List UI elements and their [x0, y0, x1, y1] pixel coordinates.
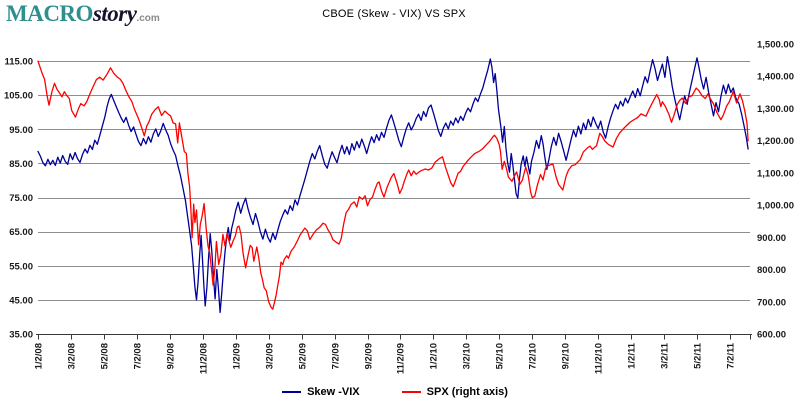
svg-text:95.00: 95.00 — [9, 125, 33, 136]
svg-text:75.00: 75.00 — [9, 193, 33, 204]
svg-text:11/2/09: 11/2/09 — [396, 343, 407, 374]
svg-text:45.00: 45.00 — [9, 295, 33, 306]
legend-item-spx: SPX (right axis) — [401, 386, 508, 398]
legend-label-spx: SPX (right axis) — [426, 386, 508, 398]
svg-text:55.00: 55.00 — [9, 261, 33, 272]
logo-tld-text: .com — [136, 13, 160, 24]
svg-text:5/2/08: 5/2/08 — [100, 343, 111, 369]
legend-swatch-skew-vix — [282, 391, 302, 393]
svg-text:3/2/11: 3/2/11 — [660, 342, 671, 369]
svg-text:3/2/09: 3/2/09 — [265, 343, 276, 369]
legend-swatch-spx — [401, 391, 421, 393]
svg-text:700.00: 700.00 — [757, 297, 786, 308]
gridlines — [38, 61, 750, 301]
svg-text:1,100.00: 1,100.00 — [757, 168, 794, 179]
svg-text:7/2/08: 7/2/08 — [133, 343, 144, 369]
svg-text:65.00: 65.00 — [9, 227, 33, 238]
macrostory-logo: MACROstory.com — [6, 1, 160, 32]
legend-label-skew-vix: Skew -VIX — [307, 386, 360, 398]
svg-text:1/2/09: 1/2/09 — [232, 343, 243, 369]
svg-text:600.00: 600.00 — [757, 330, 786, 341]
svg-text:1,500.00: 1,500.00 — [757, 40, 794, 51]
series-line-skew-vix — [37, 55, 749, 314]
x-axis-labels: 1/2/08 3/2/08 5/2/08 7/2/08 9/2/08 11/2/08 1/2… — [34, 342, 737, 374]
svg-text:5/2/11: 5/2/11 — [693, 342, 704, 369]
svg-text:11/2/10: 11/2/10 — [594, 343, 605, 374]
chart-title: CBOE (Skew - VIX) VS SPX — [322, 8, 466, 20]
svg-text:1/2/10: 1/2/10 — [429, 343, 440, 369]
svg-text:5/2/09: 5/2/09 — [298, 343, 309, 369]
svg-text:11/2/08: 11/2/08 — [199, 343, 210, 374]
legend-item-skew-vix: Skew -VIX — [282, 386, 360, 398]
logo-macro-text: MACRO — [6, 1, 93, 26]
svg-text:800.00: 800.00 — [757, 265, 786, 276]
right-axis-labels: 1,500.00 1,400.00 1,300.00 1,200.00 1,100.00… — [757, 40, 794, 341]
svg-text:9/2/08: 9/2/08 — [166, 343, 177, 369]
svg-text:1/2/08: 1/2/08 — [34, 343, 45, 369]
svg-text:1,300.00: 1,300.00 — [757, 104, 794, 115]
svg-text:1/2/11: 1/2/11 — [627, 342, 638, 369]
svg-text:1,000.00: 1,000.00 — [757, 201, 794, 212]
svg-text:7/2/10: 7/2/10 — [528, 343, 539, 369]
svg-text:35.00: 35.00 — [9, 330, 33, 341]
chart-legend: Skew -VIX SPX (right axis) — [0, 386, 790, 398]
logo-story-text: story — [92, 1, 137, 26]
left-axis-labels: 115.00 105.00 95.00 85.00 75.00 65.00 55.00 45.… — [4, 57, 33, 341]
svg-text:105.00: 105.00 — [4, 91, 33, 102]
svg-text:115.00: 115.00 — [4, 57, 33, 68]
x-axis — [36, 333, 752, 340]
series-line-spx — [37, 60, 749, 310]
svg-text:9/2/10: 9/2/10 — [561, 343, 572, 369]
svg-text:1,400.00: 1,400.00 — [757, 72, 794, 83]
svg-text:3/2/10: 3/2/10 — [462, 343, 473, 369]
svg-text:900.00: 900.00 — [757, 233, 786, 244]
svg-text:1,200.00: 1,200.00 — [757, 136, 794, 147]
svg-text:7/2/09: 7/2/09 — [331, 343, 342, 369]
svg-text:5/2/10: 5/2/10 — [495, 343, 506, 369]
svg-text:85.00: 85.00 — [9, 159, 33, 170]
svg-text:7/2/11: 7/2/11 — [726, 342, 737, 369]
svg-text:9/2/09: 9/2/09 — [364, 343, 375, 369]
svg-text:3/2/08: 3/2/08 — [67, 343, 78, 369]
